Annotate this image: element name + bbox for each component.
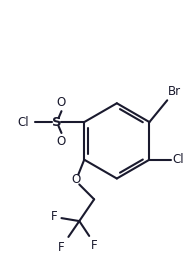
Text: O: O	[72, 173, 81, 186]
Text: O: O	[57, 96, 66, 109]
Text: Cl: Cl	[172, 153, 184, 166]
Text: F: F	[58, 241, 64, 254]
Text: S: S	[52, 116, 61, 128]
Text: Br: Br	[168, 85, 181, 98]
Text: O: O	[57, 135, 66, 148]
Text: F: F	[91, 239, 98, 252]
Text: Cl: Cl	[17, 116, 29, 128]
Text: F: F	[51, 210, 57, 223]
